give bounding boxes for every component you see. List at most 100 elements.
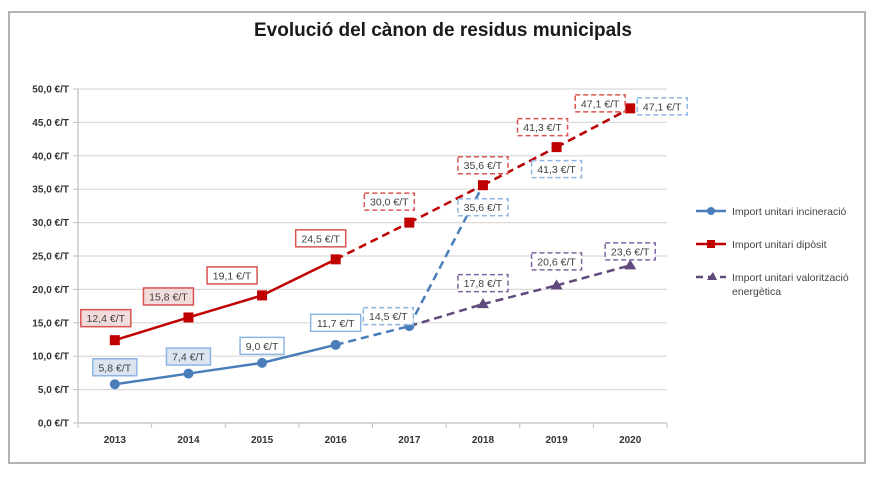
legend: Import unitari incineració Import unitari…	[696, 206, 849, 298]
data-label-box	[530, 159, 583, 179]
data-label-box	[574, 94, 626, 113]
legend-marker-triangle	[707, 272, 717, 280]
series-segment	[188, 294, 263, 319]
data-label: 5,8 €/T	[98, 362, 131, 374]
data-label: 24,5 €/T	[301, 233, 340, 245]
y-tick-label: 30,0 €/T	[32, 218, 69, 229]
data-label: 14,5 €/T	[369, 311, 408, 323]
data-point-square	[404, 217, 415, 228]
data-point-triangle	[624, 259, 637, 270]
x-tick-label: 2019	[545, 435, 568, 446]
data-point-triangle	[476, 298, 489, 309]
data-label: 41,3 €/T	[523, 122, 562, 134]
chart-title: Evolució del cànon de residus municipals	[254, 20, 632, 41]
data-point-square	[477, 180, 488, 191]
y-tick-label: 25,0 €/T	[32, 252, 69, 263]
legend-label-line: energètica	[732, 286, 781, 298]
y-tick-label: 15,0 €/T	[32, 318, 69, 329]
data-label-box	[457, 197, 509, 217]
y-axis-ticks: 0,0 €/T 5,0 €/T 10,0 €/T 15,0 €/T 20,0 €/T 25…	[32, 85, 78, 430]
data-label: 41,3 €/T	[537, 164, 576, 176]
legend-marker-square	[707, 240, 715, 248]
legend-label: Import unitari dipòsit	[732, 239, 827, 251]
data-label: 9,0 €/T	[246, 341, 279, 353]
data-label: 23,6 €/T	[611, 246, 650, 258]
x-tick-label: 2016	[325, 435, 348, 446]
data-label: 30,0 €/T	[370, 197, 409, 209]
data-point-circle	[257, 357, 268, 368]
x-tick-label: 2018	[472, 435, 495, 446]
data-label: 20,6 €/T	[537, 256, 576, 268]
data-label-box	[294, 229, 347, 248]
data-label: 7,4 €/T	[172, 352, 205, 364]
x-tick-label: 2014	[177, 435, 200, 446]
legend-label: Import unitari valorització energètica	[732, 272, 849, 298]
y-tick-label: 50,0 €/T	[32, 85, 69, 96]
legend-marker-circle	[707, 207, 715, 215]
data-label: 35,6 €/T	[464, 202, 503, 214]
data-label: 11,7 €/T	[317, 318, 355, 330]
data-label-box	[239, 336, 285, 356]
data-label-box	[604, 242, 656, 261]
series-segment	[482, 146, 558, 187]
data-label-box	[309, 313, 362, 333]
x-tick-label: 2015	[251, 435, 274, 446]
x-tick-label: 2017	[398, 435, 421, 446]
chart-frame	[8, 11, 866, 464]
series-markers	[109, 103, 637, 390]
data-labels: 5,8 €/T 7,4 €/T 9,0 €/T 11,7 €/T 14,5 €/T 35,…	[80, 94, 688, 377]
data-label-box	[363, 192, 416, 211]
data-label-box	[636, 97, 688, 116]
data-label: 19,1 €/T	[213, 270, 252, 282]
x-tick-label: 2020	[619, 435, 642, 446]
data-point-square	[257, 290, 268, 301]
data-label-box	[457, 155, 509, 175]
series-segment	[188, 361, 263, 375]
data-label-box	[457, 273, 509, 293]
x-tick-label: 2013	[104, 435, 127, 446]
data-point-square	[551, 142, 562, 153]
y-tick-label: 35,0 €/T	[32, 185, 69, 196]
data-point-circle	[330, 339, 341, 350]
y-tick-label: 40,0 €/T	[32, 151, 69, 162]
data-label: 47,1 €/T	[643, 101, 682, 113]
x-axis-ticks: 2013 2014 2015 2016 2017 2018 2019 2020	[77, 423, 668, 446]
data-label-box	[206, 266, 258, 285]
data-point-square	[330, 254, 341, 265]
series-segment	[261, 258, 337, 297]
data-point-square	[109, 335, 120, 346]
data-label: 17,8 €/T	[464, 278, 503, 290]
series-lines	[114, 107, 631, 386]
legend-label-line: Import unitari valorització	[732, 272, 849, 284]
data-point-triangle	[550, 279, 563, 290]
series-segment	[114, 316, 189, 342]
data-label-box	[142, 287, 195, 306]
series-segment	[335, 221, 410, 261]
data-label-box	[530, 252, 583, 271]
data-point-square	[625, 103, 636, 114]
y-tick-label: 45,0 €/T	[32, 118, 69, 129]
series-segment	[114, 372, 189, 386]
y-tick-label: 10,0 €/T	[32, 352, 69, 363]
data-point-circle	[183, 368, 194, 379]
series-segment	[408, 184, 484, 224]
data-point-square	[183, 312, 194, 323]
data-label: 15,8 €/T	[149, 291, 188, 303]
data-label: 12,4 €/T	[87, 313, 126, 325]
data-label-box	[92, 358, 138, 377]
series-segment	[555, 107, 631, 149]
data-label: 35,6 €/T	[464, 160, 503, 172]
y-tick-label: 5,0 €/T	[38, 385, 69, 396]
legend-label: Import unitari incineració	[732, 206, 847, 218]
series-segment	[261, 343, 336, 365]
data-label-box	[80, 308, 132, 328]
data-label-box	[516, 117, 569, 137]
data-label-box	[165, 347, 212, 366]
data-label-box	[362, 306, 415, 326]
data-label: 47,1 €/T	[581, 98, 620, 110]
gridlines	[78, 88, 667, 391]
data-point-circle	[109, 379, 120, 390]
y-tick-label: 0,0 €/T	[38, 419, 69, 430]
y-tick-label: 20,0 €/T	[32, 285, 69, 296]
